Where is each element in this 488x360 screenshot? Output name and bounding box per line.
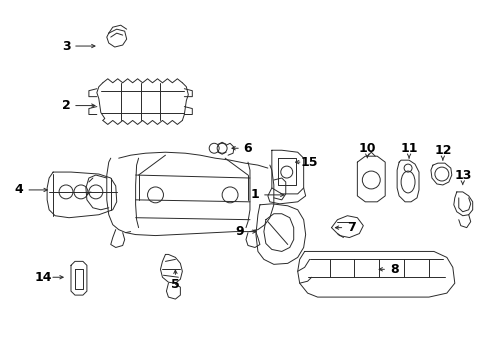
Text: 5: 5: [171, 278, 180, 291]
Text: 2: 2: [61, 99, 70, 112]
Text: 1: 1: [250, 188, 259, 201]
Text: 7: 7: [346, 221, 355, 234]
Text: 10: 10: [358, 142, 375, 155]
Text: 8: 8: [389, 263, 398, 276]
Text: 13: 13: [453, 168, 470, 181]
Text: 9: 9: [235, 225, 244, 238]
Text: 3: 3: [61, 40, 70, 53]
Text: 6: 6: [243, 142, 252, 155]
Text: 11: 11: [400, 142, 417, 155]
Text: 4: 4: [15, 184, 23, 197]
Text: 15: 15: [300, 156, 318, 168]
Text: 14: 14: [34, 271, 52, 284]
Text: 12: 12: [433, 144, 451, 157]
